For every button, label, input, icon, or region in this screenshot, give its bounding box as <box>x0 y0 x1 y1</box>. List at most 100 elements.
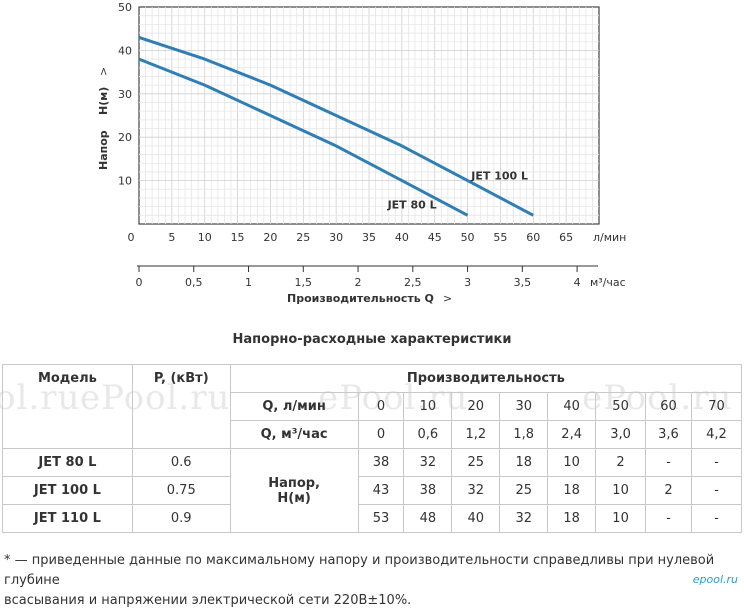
x-top-tick-label: 10 <box>198 231 212 244</box>
table-row: JET 80 L 0.6 Напор, Н(м) 38 32 25 18 10 … <box>2 448 743 533</box>
series-group: JET 100 L JET 80 L <box>138 35 535 217</box>
head-cell: 18 <box>499 448 549 477</box>
spec-table: Модель P, (кВт) Производительность Q, л/… <box>2 364 743 533</box>
q-lmin-label: Q, л/мин <box>229 392 359 421</box>
x-bottom-tick-label: 1 <box>245 276 252 289</box>
q-m3-cell: 1,2 <box>451 420 501 449</box>
head-cell: 38 <box>357 448 405 477</box>
q-m3-cell: 0 <box>357 420 405 449</box>
series-line <box>138 35 535 217</box>
head-cell: 38 <box>403 476 453 505</box>
x-top-tick-label: 35 <box>362 231 376 244</box>
table-row: JET 100 L 0.75 43 38 32 25 18 10 2 - <box>2 476 743 505</box>
x-bottom-tick-label: 0,5 <box>185 276 203 289</box>
col-power-header: P, (кВт) <box>131 364 231 449</box>
x-top-tick-label: 65 <box>559 231 573 244</box>
head-cell: - <box>690 448 743 477</box>
head-cell: 25 <box>451 448 501 477</box>
head-cell: - <box>645 448 692 477</box>
q-m3-row: Q, м³/час 0 0,6 1,2 1,8 2,4 3,0 3,6 4,2 <box>3 420 743 449</box>
x-top-tick-labels: 0 5 10 15 20 25 30 35 40 45 50 55 60 65 <box>128 231 574 244</box>
q-lmin-cell: 60 <box>645 392 692 421</box>
x-top-tick-label: 50 <box>461 231 475 244</box>
head-cell: 10 <box>595 476 647 505</box>
x-top-tick-label: 5 <box>168 231 175 244</box>
footnote-line1: * — приведенные данные по максимальному … <box>4 553 715 588</box>
footnote-line2: всасывания и напряжении электрической се… <box>4 593 412 608</box>
q-lmin-cell: 10 <box>403 392 453 421</box>
x-top-unit: л/мин <box>593 231 626 244</box>
head-cell: 40 <box>451 504 501 533</box>
head-cell: 32 <box>499 504 549 533</box>
q-lmin-row: Q, л/мин 0 10 20 30 40 50 60 70 <box>3 392 743 421</box>
x-top-tick-label: 60 <box>526 231 540 244</box>
head-cell: 43 <box>357 476 405 505</box>
series-label: JET 100 L <box>470 170 528 183</box>
x-bottom-tick-label: 4 <box>574 276 581 289</box>
head-cell: 18 <box>547 476 597 505</box>
x-bottom-unit: м³/час <box>590 276 626 289</box>
table-row: JET 110 L 0.9 53 48 40 32 18 10 - - <box>2 504 743 533</box>
y-tick-label: 20 <box>118 131 132 144</box>
series-line <box>138 57 469 217</box>
x-top-tick-label: 40 <box>395 231 409 244</box>
col-model-header: Модель <box>2 364 133 449</box>
q-lmin-cell: 20 <box>451 392 501 421</box>
header-row: Модель P, (кВт) Производительность <box>2 364 743 449</box>
q-m3-cell: 2,4 <box>547 420 597 449</box>
y-tick-label: 40 <box>118 44 132 57</box>
q-lmin-cell: 40 <box>547 392 597 421</box>
q-lmin-cell: 30 <box>499 392 549 421</box>
model-name: JET 100 L <box>2 476 133 505</box>
x-bottom-tick-label: 2 <box>355 276 362 289</box>
head-label-line1: Напор, <box>268 475 320 491</box>
series-label: JET 80 L <box>387 198 437 211</box>
head-cell: 10 <box>547 448 597 477</box>
y-axis-arrow: > <box>97 67 110 76</box>
grid-lines <box>139 7 599 224</box>
head-cell: 48 <box>403 504 453 533</box>
head-cell: - <box>645 504 692 533</box>
y-axis-unit: H(м) <box>97 87 110 115</box>
head-cell: - <box>690 504 743 533</box>
q-m3-cell: 4,2 <box>690 420 743 449</box>
model-power: 0.6 <box>131 448 231 477</box>
head-cell: 2 <box>645 476 692 505</box>
x-bottom-tick-label: 0 <box>136 276 143 289</box>
head-label: Напор, Н(м) <box>229 448 359 533</box>
y-axis-word: Напор <box>97 130 110 170</box>
q-m3-cell: 0,6 <box>403 420 453 449</box>
y-tick-label: 30 <box>118 88 132 101</box>
q-m3-label: Q, м³/час <box>229 420 359 449</box>
brand-logo: epool.ru <box>692 573 738 586</box>
x-top-tick-label: 45 <box>428 231 442 244</box>
model-power: 0.9 <box>131 504 231 533</box>
head-cell: 2 <box>595 448 647 477</box>
q-m3-cell: 3,0 <box>595 420 647 449</box>
head-cell: - <box>690 476 743 505</box>
q-lmin-cell: 50 <box>595 392 647 421</box>
section-title: Напорно-расходные характеристики <box>232 332 512 347</box>
model-power: 0.75 <box>131 476 231 505</box>
y-tick-label: 50 <box>118 1 132 14</box>
head-cell: 53 <box>357 504 405 533</box>
x-bottom-arrow: > <box>443 292 452 305</box>
x-bottom-tick-labels: 0 0,5 1 1,5 2 2,5 3 3,5 4 <box>136 266 581 289</box>
x-top-tick-label: 30 <box>329 231 343 244</box>
x-bottom-tick-label: 1,5 <box>295 276 313 289</box>
x-bottom-tick-label: 3,5 <box>514 276 532 289</box>
x-top-tick-label: 15 <box>231 231 245 244</box>
y-tick-label: 10 <box>118 175 132 188</box>
x-bottom-tick-label: 3 <box>464 276 471 289</box>
model-name: JET 80 L <box>2 448 133 477</box>
q-lmin-cell: 70 <box>690 392 743 421</box>
head-cell: 10 <box>595 504 647 533</box>
q-m3-cell: 1,8 <box>499 420 549 449</box>
x-bottom-label: Производительность Q <box>287 292 434 305</box>
q-m3-cell: 3,6 <box>645 420 692 449</box>
footnote: * — приведенные данные по максимальному … <box>4 551 734 611</box>
y-tick-labels: 10 20 30 40 50 <box>118 1 132 188</box>
x-top-tick-label: 55 <box>493 231 507 244</box>
x-top-tick-label: 20 <box>263 231 277 244</box>
